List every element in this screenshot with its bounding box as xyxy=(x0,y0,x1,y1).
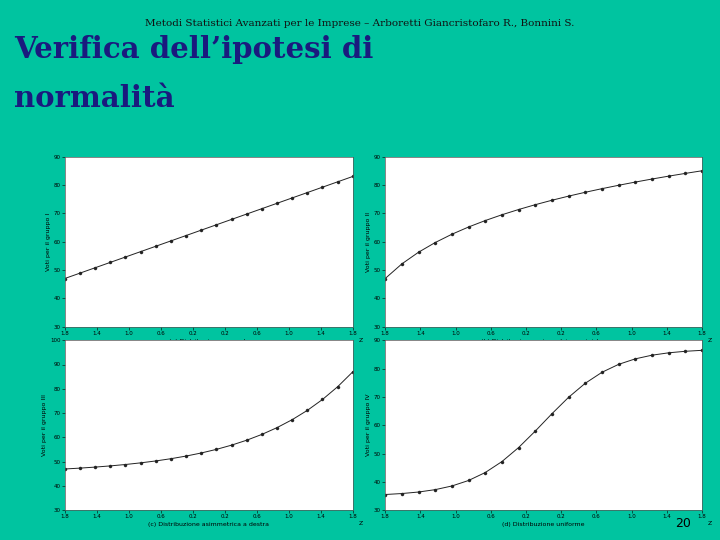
X-axis label: (b) Distribuzione asimmetrica a sinistra: (b) Distribuzione asimmetrica a sinistra xyxy=(482,339,606,343)
Text: 20: 20 xyxy=(675,517,691,530)
Text: Z: Z xyxy=(359,338,363,343)
Text: Metodi Statistici Avanzati per le Imprese – Arboretti Giancristofaro R., Bonnini: Metodi Statistici Avanzati per le Impres… xyxy=(145,19,575,28)
Text: normalità: normalità xyxy=(14,84,175,113)
Text: Verifica dell’ipotesi di: Verifica dell’ipotesi di xyxy=(14,35,374,64)
X-axis label: (d) Distribuzione uniforme: (d) Distribuzione uniforme xyxy=(503,522,585,527)
Text: Z: Z xyxy=(359,522,363,526)
X-axis label: (a) Distribuzione normale: (a) Distribuzione normale xyxy=(168,339,249,343)
Y-axis label: Voti per il gruppo IV: Voti per il gruppo IV xyxy=(366,394,372,456)
Y-axis label: Voti per il gruppo I: Voti per il gruppo I xyxy=(46,213,51,271)
Text: Z: Z xyxy=(708,522,712,526)
Y-axis label: Voti per il gruppo II: Voti per il gruppo II xyxy=(366,212,372,272)
X-axis label: (c) Distribuzione asimmetrica a destra: (c) Distribuzione asimmetrica a destra xyxy=(148,522,269,527)
Y-axis label: Voti per il gruppo III: Voti per il gruppo III xyxy=(42,394,48,456)
Text: Z: Z xyxy=(708,338,712,343)
